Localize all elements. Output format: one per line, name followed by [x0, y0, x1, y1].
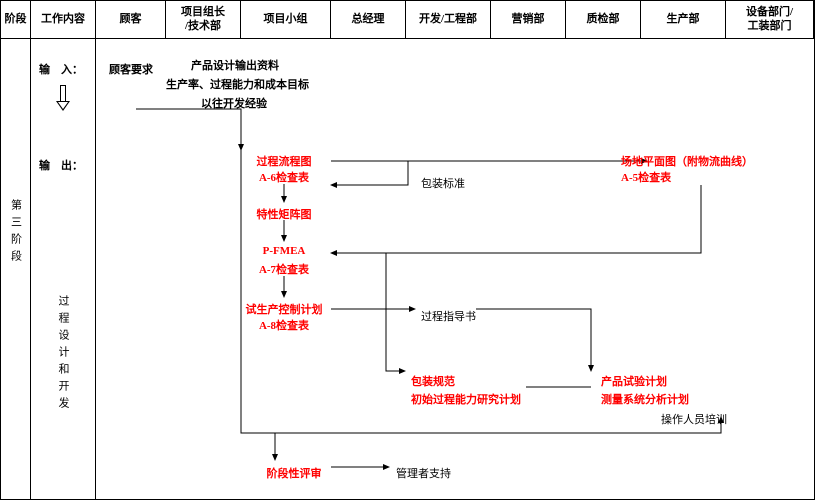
- header-prod: 生产部: [641, 1, 726, 39]
- red-pack_spec-0: 包装规范: [411, 373, 611, 389]
- header-team: 项目小组: [241, 1, 331, 39]
- header-qc: 质检部: [566, 1, 641, 39]
- header-work: 工作内容: [31, 1, 96, 39]
- header-dev: 开发/工程部: [406, 1, 491, 39]
- input-line-2: 以往开发经验: [201, 95, 267, 111]
- page-root: 阶段工作内容顾客项目组长/技术部项目小组总经理开发/工程部营销部质检部生产部设备…: [0, 0, 815, 500]
- red-pfmea-0: P-FMEA: [224, 245, 344, 257]
- work-label: 过程设计和开发: [55, 295, 71, 414]
- red-control-0: 试生产控制计划: [224, 301, 344, 317]
- red-msa-0: 测量系统分析计划: [601, 391, 801, 407]
- rail-stage: 第三阶段: [1, 39, 31, 499]
- red-flowchart-1: A-6检查表: [224, 169, 344, 185]
- red-control-1: A-8检查表: [224, 317, 344, 333]
- header-cust: 顾客: [96, 1, 166, 39]
- red-init_cap-0: 初始过程能力研究计划: [411, 391, 611, 407]
- red-matrix-0: 特性矩阵图: [224, 206, 344, 222]
- rail-work: 输 入： 输 出： 过程设计和开发: [31, 39, 96, 499]
- header-stage: 阶段: [1, 1, 31, 39]
- red-layout-0: 场地平面图（附物流曲线）: [621, 153, 791, 169]
- red-pfmea-1: A-7检查表: [224, 261, 344, 277]
- header-gm: 总经理: [331, 1, 406, 39]
- black-mgr: 管理者支持: [396, 465, 451, 481]
- red-layout-1: A-5检查表: [621, 169, 791, 185]
- stage-label: 第三阶段: [8, 199, 24, 267]
- input-label: 输 入：: [39, 61, 83, 77]
- black-training: 操作人员培训: [661, 411, 727, 427]
- red-trial_plan-0: 产品试验计划: [601, 373, 801, 389]
- header-pm: 项目组长/技术部: [166, 1, 241, 39]
- red-flowchart-0: 过程流程图: [224, 153, 344, 169]
- input-line-0: 产品设计输出资料: [191, 57, 279, 73]
- red-review-0: 阶段性评审: [254, 465, 334, 481]
- customer-req: 顾客要求: [109, 61, 153, 77]
- black-guide: 过程指导书: [421, 308, 476, 324]
- hollow-down-arrow-icon: [58, 85, 68, 111]
- output-label: 输 出：: [39, 157, 83, 173]
- input-line-1: 生产率、过程能力和成本目标: [166, 76, 309, 92]
- header-sales: 营销部: [491, 1, 566, 39]
- header-equip: 设备部门/工装部门: [726, 1, 814, 39]
- black-pack_std: 包装标准: [421, 175, 465, 191]
